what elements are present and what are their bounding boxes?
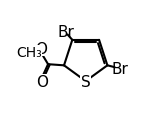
Text: Br: Br (57, 25, 74, 40)
Text: Br: Br (112, 62, 128, 77)
Text: CH₃: CH₃ (16, 46, 42, 60)
Text: S: S (81, 74, 91, 89)
Text: O: O (35, 41, 47, 56)
Text: O: O (36, 75, 48, 90)
